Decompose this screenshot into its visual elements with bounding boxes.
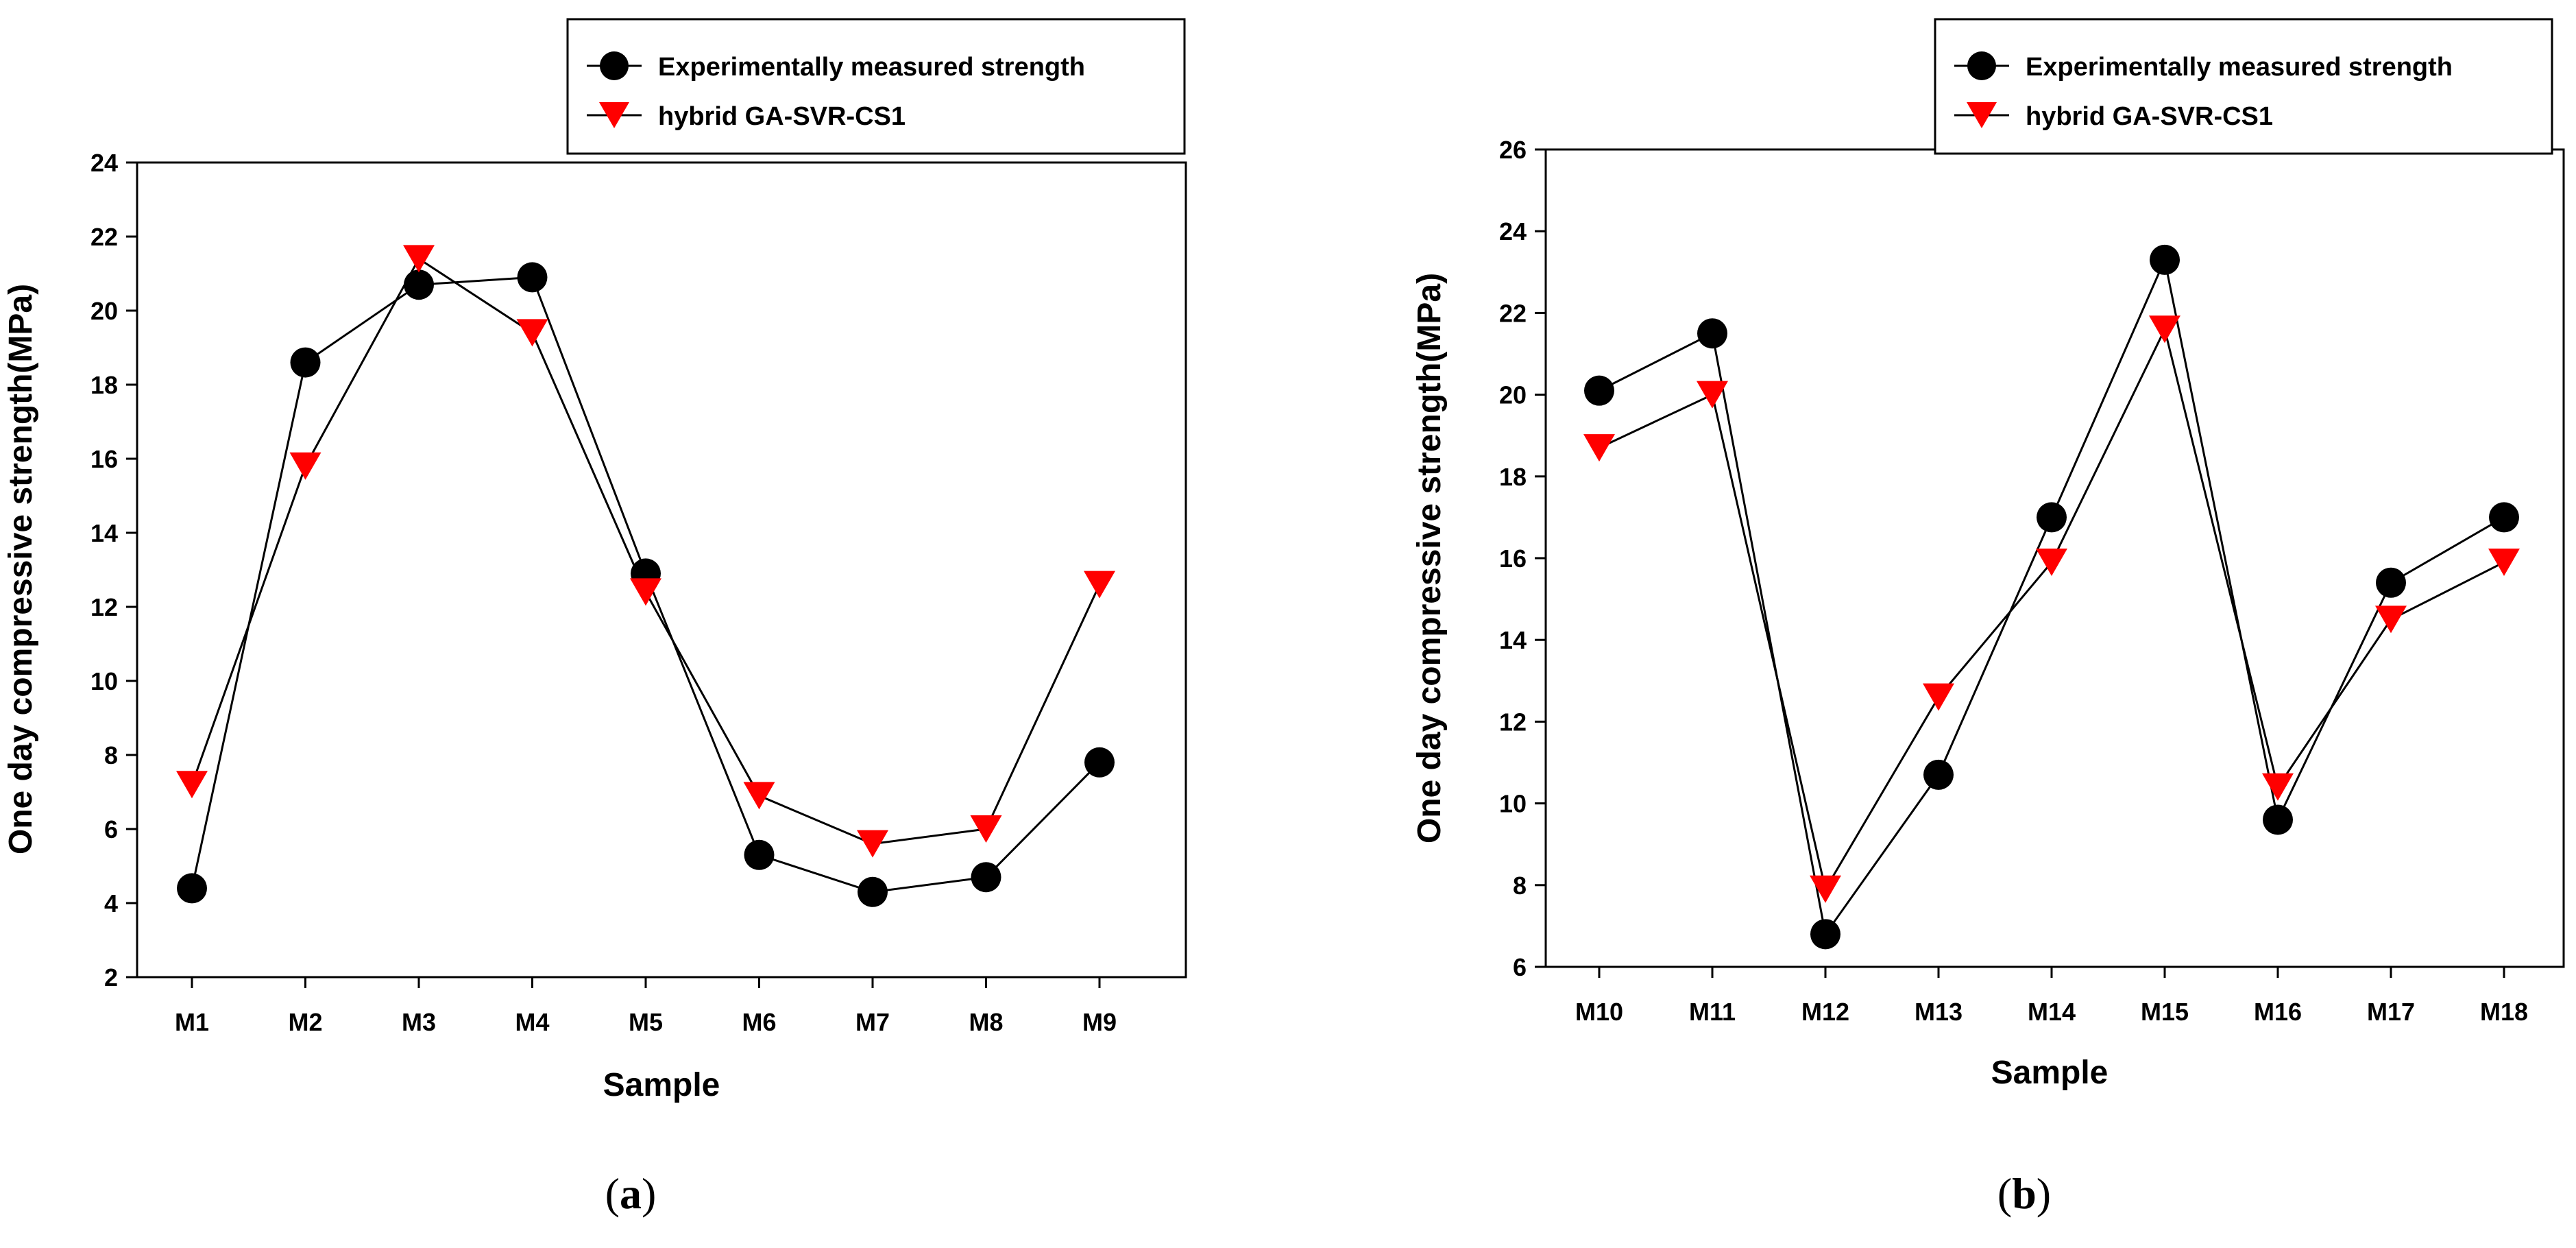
legend-marker-predicted bbox=[599, 102, 629, 128]
data-point-measured bbox=[2489, 502, 2519, 533]
data-point-predicted bbox=[289, 452, 321, 480]
y-tick-label: 8 bbox=[1513, 872, 1527, 900]
legend-label: hybrid GA-SVR-CS1 bbox=[658, 102, 906, 131]
data-point-measured bbox=[404, 269, 434, 300]
x-tick-label: M1 bbox=[175, 1008, 209, 1036]
data-point-measured bbox=[1697, 318, 1727, 349]
plot-frame bbox=[136, 161, 1187, 979]
y-tick-label: 4 bbox=[104, 889, 118, 917]
y-tick-label: 20 bbox=[90, 297, 118, 325]
x-tick-label: M2 bbox=[288, 1008, 322, 1036]
data-point-predicted bbox=[176, 771, 208, 799]
data-point-predicted bbox=[516, 319, 548, 347]
x-tick-label: M14 bbox=[2028, 998, 2076, 1026]
data-point-predicted bbox=[1583, 434, 1615, 462]
x-tick-label: M5 bbox=[629, 1008, 663, 1036]
x-tick-label: M17 bbox=[2367, 998, 2415, 1026]
y-tick-label: 24 bbox=[90, 149, 118, 177]
y-tick-label: 6 bbox=[104, 815, 118, 843]
y-tick-label: 14 bbox=[90, 519, 118, 547]
data-point-measured bbox=[2263, 804, 2293, 835]
x-tick-label: M9 bbox=[1082, 1008, 1117, 1036]
legend-marker-measured bbox=[1967, 51, 1996, 80]
data-point-measured bbox=[1584, 375, 1614, 406]
data-point-measured bbox=[744, 839, 775, 870]
x-axis-label: Sample bbox=[603, 1067, 720, 1103]
x-tick-label: M10 bbox=[1575, 998, 1623, 1026]
x-tick-label: M4 bbox=[515, 1008, 549, 1036]
data-point-predicted bbox=[857, 830, 888, 858]
data-point-predicted bbox=[2375, 605, 2407, 634]
y-tick-label: 16 bbox=[90, 445, 118, 473]
y-tick-label: 26 bbox=[1499, 136, 1527, 164]
data-point-predicted bbox=[1810, 875, 1841, 903]
data-point-measured bbox=[290, 347, 321, 378]
data-point-measured bbox=[517, 262, 548, 293]
legend-marker-predicted bbox=[1967, 102, 1997, 128]
y-tick-label: 12 bbox=[1499, 708, 1527, 736]
chart-panel-b: 6 8 10 12 14 16 18 20 22 24 26 M10 M11 M12 M13 M14 M15 M1… bbox=[1411, 18, 2565, 1218]
data-point-measured bbox=[2376, 567, 2406, 598]
data-point-measured bbox=[1810, 919, 1840, 950]
data-point-predicted bbox=[1697, 381, 1728, 409]
y-tick-label: 18 bbox=[1499, 463, 1527, 491]
x-tick-label: M7 bbox=[855, 1008, 890, 1036]
x-tick-label: M8 bbox=[969, 1008, 1003, 1036]
y-axis-label: One day compressive strength(MPa) bbox=[3, 284, 39, 854]
y-tick-label: 8 bbox=[104, 741, 118, 769]
data-point-measured bbox=[2037, 502, 2067, 533]
x-tick-label: M12 bbox=[1801, 998, 1849, 1026]
data-point-predicted bbox=[743, 782, 775, 810]
data-point-predicted bbox=[2149, 315, 2180, 344]
x-tick-label: M18 bbox=[2480, 998, 2528, 1026]
data-point-measured bbox=[2150, 244, 2180, 275]
legend-label: Experimentally measured strength bbox=[2026, 53, 2453, 82]
x-tick-label: M11 bbox=[1689, 998, 1736, 1026]
legend-label: hybrid GA-SVR-CS1 bbox=[2026, 102, 2273, 131]
panel-label: (a) bbox=[605, 1169, 657, 1218]
data-point-predicted bbox=[403, 245, 435, 273]
y-tick-label: 2 bbox=[104, 963, 118, 992]
data-point-predicted bbox=[2036, 548, 2067, 576]
y-tick-label: 22 bbox=[1499, 299, 1527, 327]
y-tick-label: 16 bbox=[1499, 544, 1527, 573]
x-tick-label: M13 bbox=[1915, 998, 1963, 1026]
y-tick-label: 22 bbox=[90, 223, 118, 251]
legend-box bbox=[1934, 18, 2553, 155]
data-point-predicted bbox=[2262, 773, 2294, 801]
y-tick-label: 18 bbox=[90, 371, 118, 399]
y-tick-label: 20 bbox=[1499, 381, 1527, 409]
data-point-predicted bbox=[1923, 683, 1954, 711]
data-point-predicted bbox=[970, 815, 1002, 843]
y-tick-label: 10 bbox=[1499, 790, 1527, 818]
data-point-measured bbox=[1923, 759, 1954, 790]
y-tick-label: 12 bbox=[90, 593, 118, 621]
x-tick-label: M16 bbox=[2254, 998, 2302, 1026]
data-point-predicted bbox=[630, 578, 661, 606]
legend-box bbox=[566, 18, 1186, 155]
data-point-predicted bbox=[2488, 548, 2520, 576]
x-tick-label: M3 bbox=[402, 1008, 436, 1036]
legend-marker-measured bbox=[600, 51, 629, 80]
x-axis-label: Sample bbox=[1991, 1055, 2109, 1091]
data-point-measured bbox=[1084, 747, 1115, 778]
y-tick-label: 6 bbox=[1513, 953, 1527, 981]
y-tick-label: 10 bbox=[90, 667, 118, 695]
x-tick-label: M6 bbox=[742, 1008, 776, 1036]
y-tick-label: 24 bbox=[1499, 217, 1527, 245]
y-axis-label: One day compressive strength(MPa) bbox=[1411, 273, 1448, 843]
panel-label: (b) bbox=[1997, 1169, 2051, 1218]
data-point-measured bbox=[177, 873, 207, 904]
data-point-measured bbox=[971, 862, 1001, 893]
x-tick-label: M15 bbox=[2141, 998, 2189, 1026]
y-tick-label: 14 bbox=[1499, 626, 1527, 654]
data-point-predicted bbox=[1084, 571, 1115, 599]
legend-label: Experimentally measured strength bbox=[658, 53, 1085, 82]
data-point-measured bbox=[858, 876, 888, 907]
